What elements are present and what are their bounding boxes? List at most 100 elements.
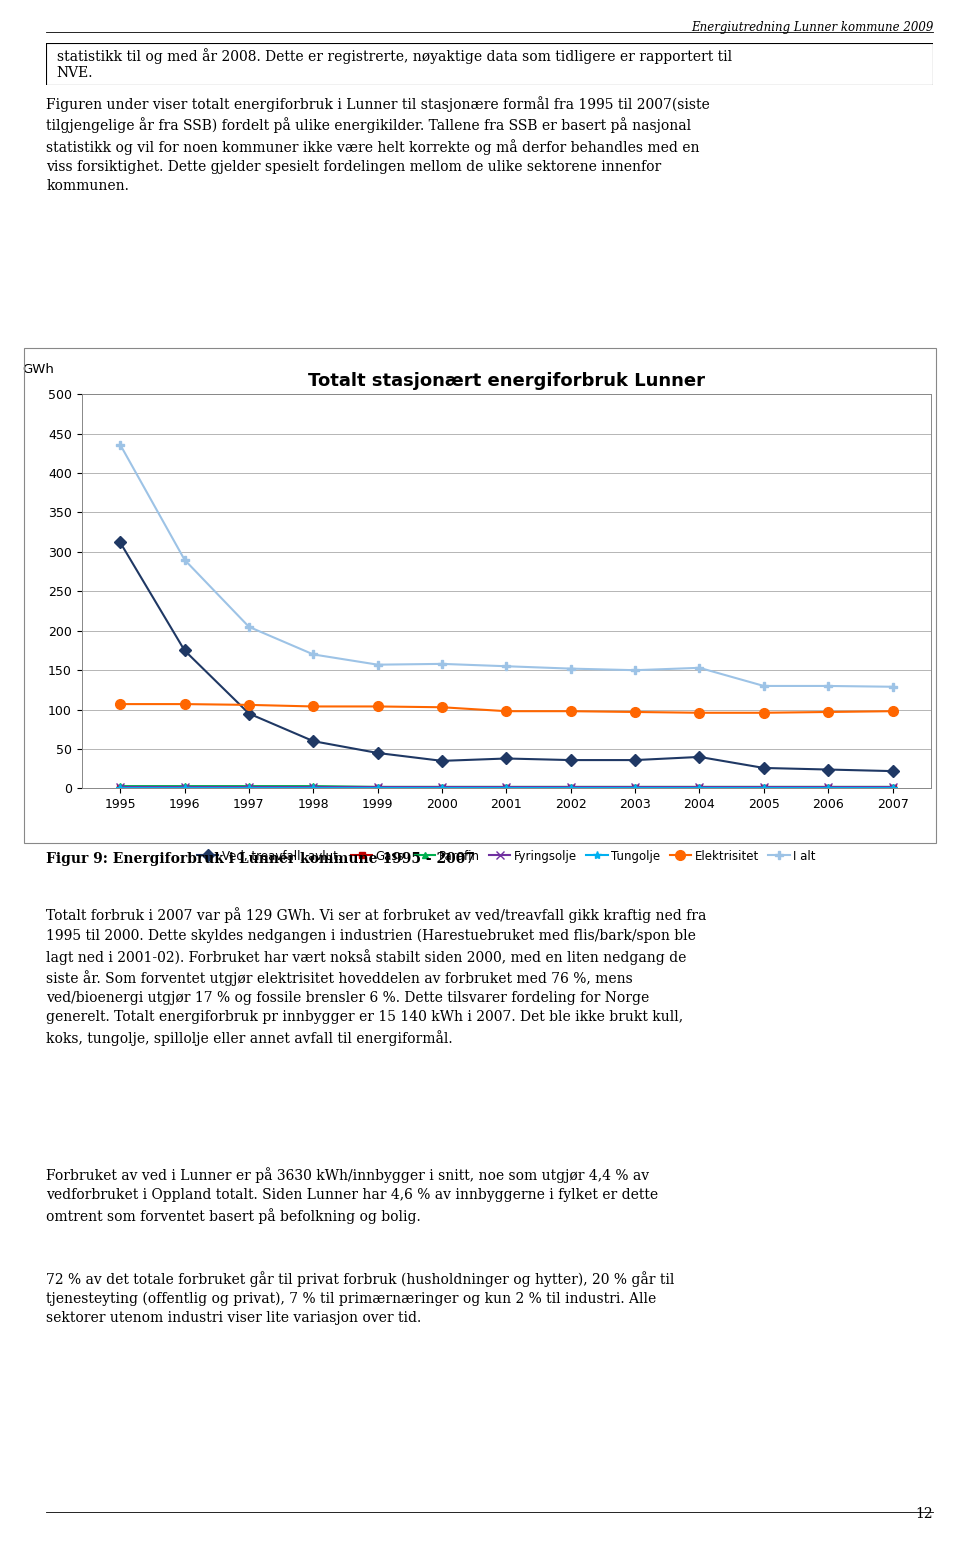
Parafin	[823, 778, 834, 796]
Text: 72 % av det totale forbruket går til privat forbruk (husholdninger og hytter), 2: 72 % av det totale forbruket går til pri…	[46, 1271, 675, 1325]
Gass	[887, 778, 899, 796]
Text: Totalt forbruk i 2007 var på 129 GWh. Vi ser at forbruket av ved/treavfall gikk : Totalt forbruk i 2007 var på 129 GWh. Vi…	[46, 908, 707, 1045]
Ved, treavfall, avlut.	[630, 751, 641, 770]
Ved, treavfall, avlut.	[694, 748, 706, 767]
Gass	[307, 778, 319, 796]
Elektrisitet	[758, 703, 770, 722]
Ved, treavfall, avlut.	[179, 642, 190, 660]
Gass	[565, 778, 577, 796]
Parafin	[179, 776, 190, 795]
Line: Elektrisitet: Elektrisitet	[115, 699, 898, 717]
Gass	[630, 778, 641, 796]
Tungolje	[758, 779, 770, 798]
Parafin	[694, 778, 706, 796]
I alt	[372, 656, 383, 674]
Fyringsolje	[179, 778, 190, 796]
I alt	[887, 677, 899, 696]
Gass	[243, 778, 254, 796]
Gass	[501, 778, 513, 796]
Parafin	[307, 776, 319, 795]
Fyringsolje	[758, 778, 770, 796]
Line: Tungolje: Tungolje	[116, 784, 897, 793]
I alt	[823, 677, 834, 696]
I alt	[630, 662, 641, 680]
Elektrisitet	[823, 703, 834, 722]
Ved, treavfall, avlut.	[565, 751, 577, 770]
Legend: Ved, treavfall, avlut., Gass, Parafin, Fyringsolje, Tungolje, Elektrisitet, I al: Ved, treavfall, avlut., Gass, Parafin, F…	[197, 850, 816, 863]
Gass	[114, 778, 126, 796]
I alt	[243, 617, 254, 635]
Fyringsolje	[823, 778, 834, 796]
Text: Figur 9: Energiforbruk i Lunner kommune 1995 - 2007: Figur 9: Energiforbruk i Lunner kommune …	[46, 852, 475, 866]
Fyringsolje	[565, 778, 577, 796]
Tungolje	[114, 779, 126, 798]
Fyringsolje	[694, 778, 706, 796]
Tungolje	[436, 779, 447, 798]
Text: Forbruket av ved i Lunner er på 3630 kWh/innbygger i snitt, noe som utgjør 4,4 %: Forbruket av ved i Lunner er på 3630 kWh…	[46, 1167, 659, 1224]
I alt	[758, 677, 770, 696]
Gass	[372, 778, 383, 796]
Tungolje	[501, 779, 513, 798]
Tungolje	[372, 779, 383, 798]
Line: Fyringsolje: Fyringsolje	[116, 782, 897, 792]
Elektrisitet	[501, 702, 513, 720]
Ved, treavfall, avlut.	[243, 705, 254, 724]
Parafin	[501, 778, 513, 796]
Tungolje	[179, 779, 190, 798]
Parafin	[372, 778, 383, 796]
Fyringsolje	[501, 778, 513, 796]
Ved, treavfall, avlut.	[436, 751, 447, 770]
Elektrisitet	[372, 697, 383, 716]
Line: I alt: I alt	[116, 441, 897, 691]
I alt	[565, 659, 577, 677]
Fyringsolje	[436, 778, 447, 796]
Ved, treavfall, avlut.	[823, 761, 834, 779]
Fyringsolje	[887, 778, 899, 796]
Parafin	[758, 778, 770, 796]
Parafin	[243, 776, 254, 795]
Fyringsolje	[630, 778, 641, 796]
Line: Ved, treavfall, avlut.: Ved, treavfall, avlut.	[116, 538, 897, 775]
Text: statistikk til og med år 2008. Dette er registrerte, nøyaktige data som tidliger: statistikk til og med år 2008. Dette er …	[57, 48, 732, 80]
Gass	[179, 778, 190, 796]
Elektrisitet	[565, 702, 577, 720]
Fyringsolje	[307, 778, 319, 796]
Line: Parafin: Parafin	[117, 782, 896, 790]
Parafin	[436, 778, 447, 796]
Elektrisitet	[114, 694, 126, 713]
Ved, treavfall, avlut.	[758, 759, 770, 778]
I alt	[694, 659, 706, 677]
Gass	[823, 778, 834, 796]
Elektrisitet	[436, 697, 447, 716]
Fyringsolje	[372, 778, 383, 796]
Text: Energiutredning Lunner kommune 2009: Energiutredning Lunner kommune 2009	[691, 20, 933, 34]
Text: GWh: GWh	[22, 363, 54, 376]
Tungolje	[694, 779, 706, 798]
Tungolje	[307, 779, 319, 798]
Gass	[436, 778, 447, 796]
Tungolje	[887, 779, 899, 798]
Ved, treavfall, avlut.	[114, 533, 126, 552]
Text: Figuren under viser totalt energiforbruk i Lunner til stasjonære formål fra 1995: Figuren under viser totalt energiforbruk…	[46, 96, 709, 193]
Tungolje	[243, 779, 254, 798]
Parafin	[630, 778, 641, 796]
Elektrisitet	[179, 694, 190, 713]
Gass	[758, 778, 770, 796]
Elektrisitet	[694, 703, 706, 722]
Parafin	[114, 776, 126, 795]
Gass	[694, 778, 706, 796]
Tungolje	[565, 779, 577, 798]
Title: Totalt stasjonært energiforbruk Lunner: Totalt stasjonært energiforbruk Lunner	[308, 373, 705, 390]
I alt	[114, 436, 126, 455]
I alt	[179, 550, 190, 569]
Elektrisitet	[630, 703, 641, 722]
Tungolje	[630, 779, 641, 798]
Tungolje	[823, 779, 834, 798]
Fyringsolje	[114, 778, 126, 796]
Line: Gass: Gass	[117, 784, 896, 792]
Parafin	[565, 778, 577, 796]
Ved, treavfall, avlut.	[372, 744, 383, 762]
Elektrisitet	[307, 697, 319, 716]
Ved, treavfall, avlut.	[501, 750, 513, 768]
I alt	[436, 654, 447, 673]
